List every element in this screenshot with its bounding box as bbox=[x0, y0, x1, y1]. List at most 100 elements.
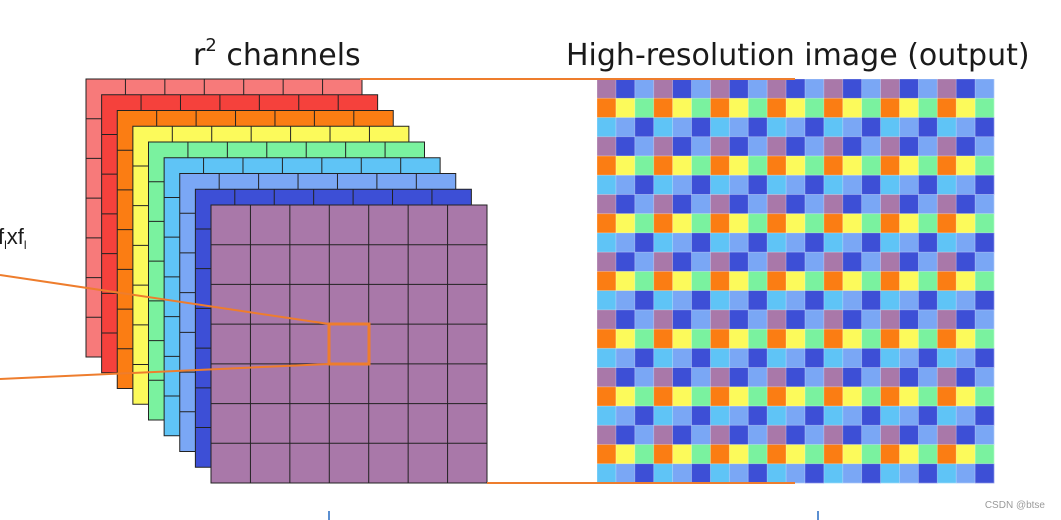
output-pixel bbox=[823, 79, 844, 99]
output-pixel bbox=[786, 117, 806, 138]
output-pixel bbox=[691, 290, 711, 311]
output-pixel bbox=[880, 290, 900, 311]
output-pixel bbox=[653, 252, 673, 272]
output-pixel bbox=[975, 406, 995, 426]
output-pixel bbox=[710, 252, 730, 272]
output-pixel bbox=[710, 155, 730, 176]
output-pixel bbox=[634, 79, 655, 99]
output-pixel bbox=[937, 444, 957, 465]
output-pixel bbox=[691, 271, 711, 291]
output-pixel bbox=[691, 232, 711, 253]
output-pixel bbox=[710, 98, 730, 118]
output-pixel bbox=[880, 386, 900, 407]
output-pixel bbox=[823, 175, 844, 195]
output-pixel bbox=[729, 348, 749, 368]
output-pixel bbox=[786, 367, 806, 388]
output-pixel bbox=[842, 329, 862, 349]
output-pixel bbox=[861, 329, 881, 349]
output-pixel bbox=[956, 232, 976, 253]
output-pixel bbox=[615, 117, 636, 138]
output-pixel bbox=[634, 367, 655, 388]
output-pixel bbox=[842, 79, 862, 99]
output-pixel bbox=[691, 309, 711, 330]
output-pixel bbox=[823, 213, 844, 234]
output-pixel bbox=[861, 444, 881, 465]
output-pixel bbox=[975, 329, 995, 349]
output-pixel bbox=[710, 386, 730, 407]
output-pixel bbox=[937, 386, 957, 407]
output-pixel bbox=[804, 79, 825, 99]
output-pixel bbox=[729, 271, 749, 291]
output-pixel bbox=[653, 367, 673, 388]
output-pixel bbox=[653, 213, 673, 234]
output-pixel bbox=[842, 386, 862, 407]
output-pixel bbox=[767, 444, 787, 465]
output-pixel bbox=[786, 290, 806, 311]
output-pixel bbox=[597, 406, 617, 426]
output-pixel bbox=[653, 463, 673, 484]
output-pixel bbox=[786, 271, 806, 291]
output-pixel bbox=[975, 309, 995, 330]
output-pixel bbox=[880, 79, 900, 99]
output-pixel bbox=[691, 155, 711, 176]
output-pixel bbox=[880, 232, 900, 253]
output-pixel bbox=[691, 98, 711, 118]
output-pixel bbox=[918, 309, 938, 330]
output-pixel bbox=[672, 463, 692, 484]
output-pixel bbox=[597, 136, 617, 157]
output-pixel bbox=[899, 98, 919, 118]
output-pixel bbox=[672, 425, 692, 445]
output-pixel bbox=[710, 79, 730, 99]
output-pixel bbox=[748, 175, 768, 195]
output-pixel bbox=[786, 232, 806, 253]
output-pixel bbox=[956, 213, 976, 234]
output-pixel bbox=[710, 348, 730, 368]
output-pixel bbox=[880, 271, 900, 291]
output-pixel bbox=[842, 271, 862, 291]
output-pixel bbox=[672, 98, 692, 118]
output-pixel bbox=[672, 271, 692, 291]
output-pixel bbox=[975, 213, 995, 234]
output-pixel bbox=[823, 252, 844, 272]
output-pixel bbox=[653, 309, 673, 330]
output-pixel bbox=[804, 425, 825, 445]
channels-title: r2 channels bbox=[193, 35, 361, 74]
output-pixel bbox=[956, 463, 976, 484]
output-pixel bbox=[748, 194, 768, 214]
output-pixel bbox=[975, 194, 995, 214]
output-pixel bbox=[975, 348, 995, 368]
output-pixel bbox=[653, 155, 673, 176]
output-pixel bbox=[842, 406, 862, 426]
output-pixel bbox=[804, 136, 825, 157]
output-pixel bbox=[842, 425, 862, 445]
output-pixel bbox=[804, 444, 825, 465]
output-pixel bbox=[823, 425, 844, 445]
output-pixel bbox=[842, 232, 862, 253]
output-pixel bbox=[842, 309, 862, 330]
output-pixel bbox=[899, 252, 919, 272]
output-pixel bbox=[634, 348, 655, 368]
output-pixel bbox=[653, 79, 673, 99]
output-pixel bbox=[729, 252, 749, 272]
output-pixel bbox=[748, 98, 768, 118]
output-pixel bbox=[597, 271, 617, 291]
high-resolution-output-grid bbox=[596, 78, 995, 484]
output-pixel bbox=[804, 232, 825, 253]
output-pixel bbox=[918, 329, 938, 349]
output-pixel bbox=[597, 117, 617, 138]
output-pixel bbox=[861, 79, 881, 99]
output-pixel bbox=[918, 136, 938, 157]
output-pixel bbox=[880, 155, 900, 176]
output-pixel bbox=[918, 252, 938, 272]
output-pixel bbox=[899, 175, 919, 195]
output-pixel bbox=[748, 444, 768, 465]
output-pixel bbox=[899, 136, 919, 157]
output-pixel bbox=[937, 252, 957, 272]
output-pixel bbox=[975, 79, 995, 99]
output-pixel bbox=[861, 117, 881, 138]
channel-layer bbox=[210, 204, 488, 484]
output-pixel bbox=[672, 79, 692, 99]
output-pixel bbox=[786, 194, 806, 214]
output-pixel bbox=[691, 425, 711, 445]
output-pixel bbox=[823, 136, 844, 157]
